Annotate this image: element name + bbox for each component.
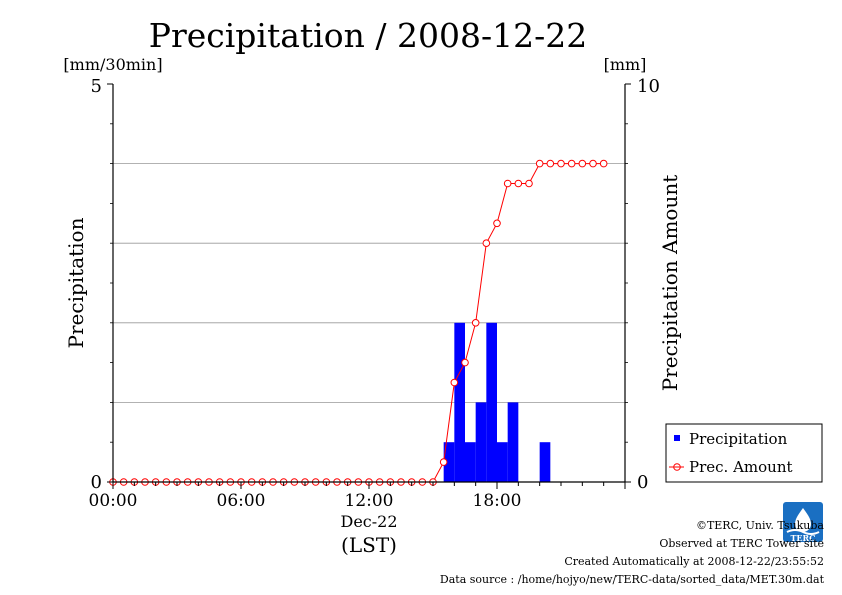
data-source-text: Data source : /home/hojyo/new/TERC-data/… bbox=[439, 573, 824, 586]
legend-box bbox=[665, 423, 823, 483]
prec-amount-point bbox=[461, 358, 469, 367]
precipitation-bars bbox=[443, 322, 551, 482]
prec-amount-point bbox=[482, 239, 491, 247]
prec-amount-point bbox=[578, 159, 587, 168]
prec-amount-point bbox=[493, 219, 501, 228]
precipitation-bar bbox=[465, 442, 476, 482]
prec-amount-point bbox=[535, 159, 544, 168]
x-date-label: Dec-22 bbox=[340, 512, 397, 531]
left-axis-unit: [mm/30min] bbox=[63, 55, 162, 74]
precipitation-bar bbox=[507, 402, 519, 482]
prec-amount-point bbox=[450, 378, 459, 387]
legend-precipitation-label: Precipitation bbox=[689, 430, 788, 448]
prec-amount-point bbox=[514, 179, 523, 188]
precipitation-bar bbox=[486, 322, 497, 482]
chart-title: Precipitation / 2008-12-22 bbox=[149, 16, 587, 55]
right-tick-max: 10 bbox=[637, 76, 660, 97]
legend-amount-label: Prec. Amount bbox=[689, 458, 793, 476]
right-tick-zero: 0 bbox=[637, 472, 648, 493]
prec-amount-point bbox=[599, 159, 608, 168]
legend: Precipitation Prec. Amount bbox=[665, 423, 823, 483]
legend-precipitation-marker bbox=[674, 435, 680, 441]
precipitation-bar bbox=[497, 442, 508, 482]
observed-text: Observed at TERC Tower site bbox=[659, 537, 824, 550]
gridlines bbox=[113, 163, 625, 403]
copyright-text: ©TERC, Univ. Tsukuba bbox=[695, 519, 824, 532]
left-tick-zero: 0 bbox=[91, 472, 102, 493]
precipitation-bar bbox=[443, 442, 455, 482]
prec-amount-point bbox=[525, 179, 533, 188]
precipitation-bar bbox=[475, 402, 487, 482]
x-tick-label: 18:00 bbox=[473, 491, 522, 511]
right-axis-unit: [mm] bbox=[604, 55, 647, 74]
y-axis-label-right: Precipitation Amount bbox=[658, 175, 682, 392]
terc-logo: TERC bbox=[783, 502, 823, 543]
prec-amount-point bbox=[557, 159, 565, 168]
legend-amount-marker bbox=[673, 463, 681, 471]
precipitation-bar bbox=[539, 442, 551, 482]
prec-amount-point bbox=[589, 159, 597, 168]
prec-amount-point bbox=[546, 159, 555, 168]
x-tick-label: 00:00 bbox=[89, 491, 138, 511]
precipitation-bar bbox=[454, 322, 465, 482]
created-text: Created Automatically at 2008-12-22/23:5… bbox=[564, 555, 824, 568]
x-tick-label: 12:00 bbox=[345, 491, 394, 511]
prec-amount-point bbox=[567, 159, 576, 168]
left-tick-max: 5 bbox=[91, 76, 102, 97]
x-tick-label: 06:00 bbox=[217, 491, 266, 511]
x-axis-label: (LST) bbox=[341, 533, 397, 557]
logo-text: TERC bbox=[790, 533, 815, 543]
prec-amount-point bbox=[439, 458, 448, 466]
prec-amount-point bbox=[471, 319, 480, 327]
axes bbox=[107, 83, 631, 489]
prec-amount-point bbox=[503, 179, 512, 188]
y-axis-label-left: Precipitation bbox=[64, 217, 88, 348]
